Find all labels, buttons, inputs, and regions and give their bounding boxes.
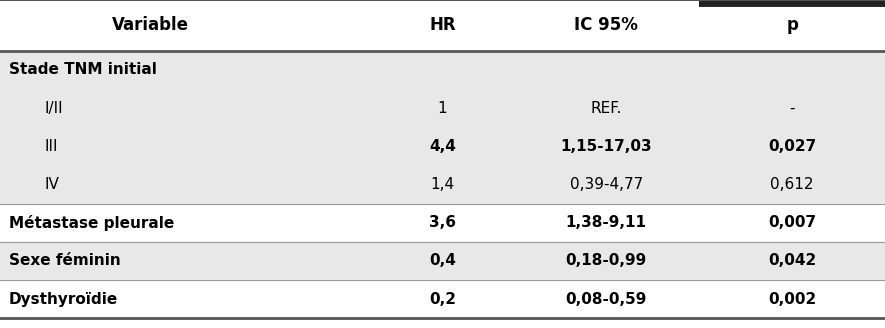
Text: 1,4: 1,4 bbox=[430, 177, 455, 192]
Text: 0,042: 0,042 bbox=[768, 253, 816, 268]
Text: I/II: I/II bbox=[44, 101, 63, 116]
Text: HR: HR bbox=[429, 16, 456, 34]
Text: 0,18-0,99: 0,18-0,99 bbox=[566, 253, 647, 268]
Text: 0,39-4,77: 0,39-4,77 bbox=[570, 177, 643, 192]
Bar bbox=[0, 204, 885, 242]
Text: 3,6: 3,6 bbox=[429, 215, 456, 230]
Text: 0,2: 0,2 bbox=[429, 292, 456, 307]
Text: 4,4: 4,4 bbox=[429, 139, 456, 154]
Text: Métastase pleurale: Métastase pleurale bbox=[9, 215, 174, 231]
Text: 1,38-9,11: 1,38-9,11 bbox=[566, 215, 647, 230]
Text: Dysthyroïdie: Dysthyroïdie bbox=[9, 292, 118, 307]
Text: p: p bbox=[786, 16, 798, 34]
Bar bbox=[0, 165, 885, 204]
Bar bbox=[0, 51, 885, 89]
Bar bbox=[0, 127, 885, 165]
Text: 1: 1 bbox=[438, 101, 447, 116]
Text: REF.: REF. bbox=[590, 101, 622, 116]
Text: 0,612: 0,612 bbox=[770, 177, 814, 192]
Text: 1,15-17,03: 1,15-17,03 bbox=[560, 139, 652, 154]
Bar bbox=[0, 0, 885, 51]
Bar bbox=[0, 89, 885, 127]
Bar bbox=[0, 242, 885, 280]
Text: 0,027: 0,027 bbox=[768, 139, 816, 154]
Text: 0,007: 0,007 bbox=[768, 215, 816, 230]
Text: -: - bbox=[789, 101, 795, 116]
Text: Variable: Variable bbox=[112, 16, 189, 34]
Bar bbox=[0, 280, 885, 318]
Text: 0,4: 0,4 bbox=[429, 253, 456, 268]
Text: IC 95%: IC 95% bbox=[574, 16, 638, 34]
Text: IV: IV bbox=[44, 177, 59, 192]
Text: Stade TNM initial: Stade TNM initial bbox=[9, 62, 157, 77]
Text: III: III bbox=[44, 139, 58, 154]
Text: Sexe féminin: Sexe féminin bbox=[9, 253, 120, 268]
Text: 0,08-0,59: 0,08-0,59 bbox=[566, 292, 647, 307]
Text: 0,002: 0,002 bbox=[768, 292, 816, 307]
